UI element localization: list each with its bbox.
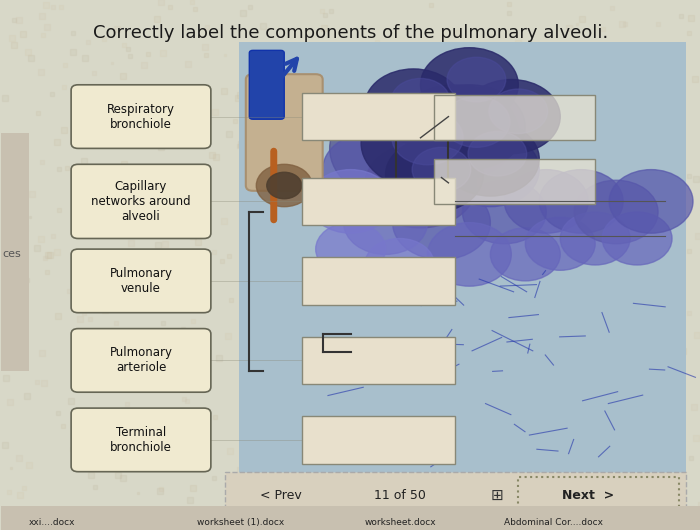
FancyBboxPatch shape — [71, 164, 211, 238]
Text: < Prev: < Prev — [260, 489, 302, 502]
FancyBboxPatch shape — [302, 257, 456, 305]
Circle shape — [412, 147, 471, 192]
Text: Respiratory
bronchiole: Respiratory bronchiole — [107, 103, 175, 130]
Text: Terminal
bronchiole: Terminal bronchiole — [110, 426, 172, 454]
FancyBboxPatch shape — [435, 159, 595, 204]
Circle shape — [442, 132, 539, 207]
Circle shape — [361, 98, 480, 188]
Circle shape — [365, 143, 477, 228]
Text: Next  >: Next > — [562, 489, 615, 502]
FancyBboxPatch shape — [302, 93, 456, 140]
FancyBboxPatch shape — [302, 337, 456, 384]
FancyBboxPatch shape — [249, 50, 284, 119]
FancyBboxPatch shape — [71, 85, 211, 148]
Circle shape — [393, 186, 491, 260]
Circle shape — [491, 228, 560, 281]
Circle shape — [468, 131, 526, 176]
Circle shape — [256, 164, 312, 207]
Circle shape — [344, 191, 428, 254]
Text: Correctly label the components of the pulmonary alveoli.: Correctly label the components of the pu… — [93, 24, 608, 42]
Circle shape — [365, 69, 463, 143]
FancyBboxPatch shape — [302, 178, 456, 225]
Text: Capillary
networks around
alveoli: Capillary networks around alveoli — [91, 180, 191, 223]
Circle shape — [386, 138, 484, 212]
Text: Abdominal Cor....docx: Abdominal Cor....docx — [504, 518, 603, 526]
Text: xxi....docx: xxi....docx — [29, 518, 76, 526]
Text: ces: ces — [2, 250, 21, 259]
Circle shape — [267, 172, 302, 199]
FancyBboxPatch shape — [1, 506, 700, 530]
Circle shape — [504, 170, 588, 233]
Circle shape — [574, 180, 658, 244]
Circle shape — [442, 122, 539, 196]
Circle shape — [539, 170, 623, 233]
Text: Pulmonary
arteriole: Pulmonary arteriole — [109, 347, 172, 374]
Circle shape — [323, 132, 421, 207]
Circle shape — [316, 223, 386, 276]
FancyBboxPatch shape — [71, 249, 211, 313]
Circle shape — [392, 111, 463, 165]
Circle shape — [560, 212, 630, 265]
FancyBboxPatch shape — [225, 472, 686, 519]
Circle shape — [393, 85, 518, 180]
FancyBboxPatch shape — [239, 42, 686, 477]
FancyBboxPatch shape — [71, 329, 211, 392]
Circle shape — [609, 170, 693, 233]
Text: ⊞: ⊞ — [491, 488, 504, 503]
Text: worksheet (1).docx: worksheet (1).docx — [197, 518, 284, 526]
Circle shape — [489, 89, 547, 134]
Circle shape — [447, 57, 505, 102]
FancyBboxPatch shape — [0, 132, 29, 371]
Circle shape — [309, 170, 393, 233]
FancyBboxPatch shape — [302, 416, 456, 464]
Circle shape — [428, 223, 511, 286]
Text: worksheet.docx: worksheet.docx — [365, 518, 436, 526]
Circle shape — [391, 78, 450, 123]
Text: Pulmonary
venule: Pulmonary venule — [109, 267, 172, 295]
FancyBboxPatch shape — [435, 95, 595, 140]
Circle shape — [421, 48, 518, 122]
Circle shape — [365, 238, 435, 292]
Circle shape — [330, 95, 470, 201]
FancyBboxPatch shape — [71, 408, 211, 472]
Circle shape — [443, 96, 510, 147]
Circle shape — [525, 217, 595, 270]
Circle shape — [463, 80, 560, 154]
Circle shape — [463, 180, 546, 244]
Text: 11 of 50: 11 of 50 — [374, 489, 426, 502]
Circle shape — [602, 212, 672, 265]
FancyBboxPatch shape — [246, 74, 323, 191]
Circle shape — [414, 85, 525, 170]
